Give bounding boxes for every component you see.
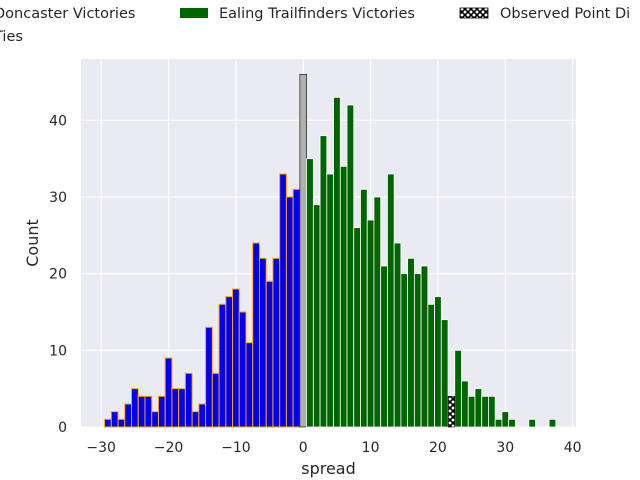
ealing-bar xyxy=(306,158,314,428)
x-tick-label: 40 xyxy=(564,440,582,456)
doncaster-bar xyxy=(151,411,159,428)
doncaster-bar xyxy=(225,296,234,428)
ealing-bar xyxy=(508,418,516,428)
ealing-bar xyxy=(481,395,489,428)
doncaster-bar xyxy=(191,411,200,428)
doncaster-bar xyxy=(272,257,281,428)
doncaster-bar xyxy=(232,288,240,428)
x-axis-label: spread xyxy=(301,459,356,478)
ealing-bar xyxy=(339,165,348,428)
doncaster-bar xyxy=(292,188,301,428)
observed-bar xyxy=(447,396,456,428)
doncaster-bar xyxy=(279,173,287,428)
doncaster-bar xyxy=(258,257,267,428)
y-tick-label: 10 xyxy=(49,343,67,359)
doncaster-bar xyxy=(157,395,166,428)
doncaster-bar xyxy=(104,418,112,428)
y-tick-label: 20 xyxy=(49,267,67,283)
doncaster-bar xyxy=(252,242,260,428)
ealing-bar xyxy=(494,418,503,428)
doncaster-bar xyxy=(285,196,294,428)
y-tick-label: 30 xyxy=(49,190,67,206)
doncaster-bar xyxy=(178,388,186,428)
x-tick-label: −30 xyxy=(86,440,116,456)
y-tick-label: 40 xyxy=(49,113,67,129)
legend-label-doncaster: Doncaster Victories xyxy=(0,6,135,22)
legend-entry-observed: Observed Point Di xyxy=(459,6,630,22)
legend-entry-doncaster: Doncaster Victories xyxy=(0,6,135,22)
ealing-bar xyxy=(333,96,341,428)
ealing-bar xyxy=(360,188,368,428)
doncaster-bar xyxy=(117,418,126,428)
x-tick-label: −10 xyxy=(221,440,251,456)
ealing-bar xyxy=(393,242,402,428)
doncaster-bar xyxy=(265,280,274,428)
ealing-bar xyxy=(434,296,442,428)
ealing-bar xyxy=(420,265,429,428)
doncaster-bar xyxy=(211,372,220,428)
x-tick-label: −20 xyxy=(154,440,184,456)
doncaster-bar xyxy=(245,342,254,428)
legend-label-observed: Observed Point Di xyxy=(500,6,630,22)
ties-bar xyxy=(299,74,307,428)
ealing-bar xyxy=(474,388,483,428)
ealing-bar xyxy=(312,204,321,428)
doncaster-bar xyxy=(164,357,173,428)
ealing-bar xyxy=(400,273,409,428)
doncaster-bar xyxy=(131,388,139,428)
doncaster-bar xyxy=(110,411,119,428)
doncaster-bar xyxy=(205,326,213,428)
ealing-bar xyxy=(528,418,536,428)
doncaster-bar xyxy=(137,395,146,428)
ealing-bar xyxy=(548,418,557,428)
doncaster-bar xyxy=(238,311,247,428)
ealing-bar xyxy=(319,135,328,428)
doncaster-bar xyxy=(184,372,193,428)
ealing-bar xyxy=(353,227,361,428)
doncaster-bar xyxy=(124,403,133,428)
doncaster-bar xyxy=(218,303,227,428)
ealing-bar xyxy=(501,411,510,428)
x-tick-label: 0 xyxy=(299,440,308,456)
legend-label-ealing: Ealing Trailfinders Victories xyxy=(219,6,415,22)
ealing-bar xyxy=(326,173,334,428)
ealing-bar xyxy=(461,380,469,428)
y-tick-label: 0 xyxy=(58,420,67,436)
y-axis-label: Count xyxy=(23,219,42,267)
x-tick-label: 30 xyxy=(496,440,514,456)
legend-swatch-observed xyxy=(459,7,489,19)
chart-legend: Doncaster Victories Ealing Trailfinders V… xyxy=(0,6,630,45)
ealing-bar xyxy=(413,273,422,428)
legend-swatch-ealing xyxy=(180,8,208,18)
doncaster-bar xyxy=(198,403,207,428)
ealing-bar xyxy=(467,395,476,428)
ealing-bar xyxy=(454,349,462,428)
bars-group xyxy=(104,74,557,428)
legend-entry-ties: Ties xyxy=(0,29,23,45)
doncaster-bar xyxy=(171,388,180,428)
x-tick-label: 20 xyxy=(429,440,447,456)
ealing-bar xyxy=(380,265,388,428)
legend-label-ties: Ties xyxy=(0,29,23,45)
x-axis-ticks: −30 −20 −10 0 10 20 30 40 xyxy=(86,440,581,456)
ealing-bar xyxy=(346,104,355,428)
ealing-bar xyxy=(427,303,435,428)
ealing-bar xyxy=(407,257,415,428)
y-axis-ticks: 0 10 20 30 40 xyxy=(49,113,67,436)
ealing-bar xyxy=(488,395,496,428)
doncaster-bar xyxy=(144,395,153,428)
legend-entry-ealing: Ealing Trailfinders Victories xyxy=(180,6,415,22)
ealing-bar xyxy=(387,173,395,428)
ealing-bar xyxy=(440,319,449,428)
x-tick-label: 10 xyxy=(362,440,380,456)
ealing-bar xyxy=(366,219,375,428)
ealing-bar xyxy=(373,196,382,428)
